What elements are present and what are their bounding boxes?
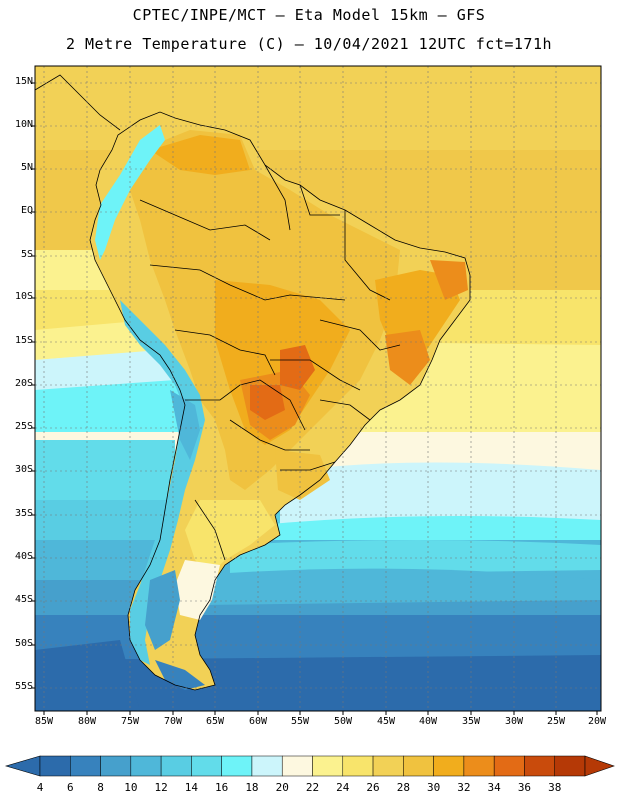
colorbar-right-arrow (584, 755, 615, 777)
colorbar-label: 34 (487, 781, 501, 794)
lat-label: 15S (14, 335, 33, 346)
colorbar-swatch (342, 755, 374, 777)
lon-label: 85W (34, 716, 54, 727)
lon-label: 70W (163, 716, 183, 727)
colorbar-swatch (372, 755, 404, 777)
colorbar-label: 36 (517, 781, 532, 794)
lat-label: 55S (14, 681, 33, 692)
colorbar-swatch (130, 755, 162, 777)
lat-label: 5N (20, 162, 33, 173)
colorbar-swatch (39, 755, 71, 777)
lon-label: 65W (205, 716, 225, 727)
colorbar-label: 22 (305, 781, 320, 794)
lat-label: 35S (14, 508, 33, 519)
lon-label: 75W (120, 716, 140, 727)
lat-label: 40S (14, 551, 33, 562)
colorbar-swatch (524, 755, 555, 777)
colorbar-label: 14 (184, 781, 198, 794)
colorbar-swatch (70, 755, 101, 777)
lat-label: EQ (20, 205, 33, 216)
colorbar-label: 26 (366, 781, 380, 794)
lon-label: 30W (504, 716, 524, 727)
colorbar-swatch (281, 755, 313, 777)
colorbar-label: 38 (548, 781, 562, 794)
lon-label: 50W (333, 716, 353, 727)
colorbar-label: 32 (457, 781, 471, 794)
colorbar-swatch (100, 755, 132, 777)
colorbar-label: 24 (336, 781, 350, 794)
lat-label: 20S (14, 378, 33, 389)
colorbar-swatch (433, 755, 465, 777)
colorbar-swatch (191, 755, 222, 777)
colorbar-label: 28 (396, 781, 410, 794)
colorbar-swatch (554, 755, 586, 777)
colorbar-label: 10 (124, 781, 138, 794)
lon-label: 20W (587, 716, 607, 727)
lon-label: 55W (290, 716, 310, 727)
colorbar-label: 18 (245, 781, 259, 794)
colorbar-swatch (463, 755, 495, 777)
lat-label: 5S (20, 249, 33, 260)
lat-label: 45S (14, 594, 33, 605)
lat-label: 10N (14, 119, 33, 130)
lon-label: 45W (376, 716, 396, 727)
lat-label: 15N (14, 76, 33, 87)
lat-label: 10S (14, 291, 33, 302)
lat-label: 50S (14, 638, 33, 649)
lon-label: 60W (248, 716, 268, 727)
colorbar-left-arrow (4, 755, 41, 777)
colorbar-label: 30 (426, 781, 441, 794)
lat-label: 25S (14, 421, 33, 432)
colorbar-swatch (160, 755, 192, 777)
colorbar-label: 12 (154, 781, 168, 794)
lon-label: 40W (418, 716, 438, 727)
colorbar-label: 20 (275, 781, 289, 794)
colorbar-label: 16 (215, 781, 229, 794)
map-title-line2: 2 Metre Temperature (C) – 10/04/2021 12U… (65, 35, 553, 53)
lon-label: 25W (546, 716, 566, 727)
grid-lines (35, 66, 601, 711)
colorbar-swatch (221, 755, 253, 777)
colorbar-label: 4 (36, 781, 44, 794)
colorbar-swatch (312, 755, 344, 777)
map-title-line1: CPTEC/INPE/MCT – Eta Model 15km – GFS (132, 6, 486, 24)
colorbar-label: 8 (97, 781, 104, 794)
colorbar (4, 755, 615, 777)
lon-label: 35W (461, 716, 481, 727)
lat-label: 30S (14, 464, 33, 475)
colorbar-swatch (251, 755, 283, 777)
colorbar-swatch (403, 755, 434, 777)
map-frame (34, 65, 602, 712)
lon-label: 80W (77, 716, 97, 727)
colorbar-label: 6 (66, 781, 74, 794)
colorbar-swatch (493, 755, 525, 777)
